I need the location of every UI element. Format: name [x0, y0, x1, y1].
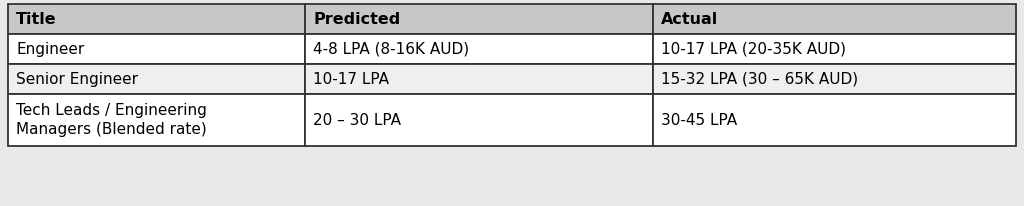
Bar	[305, 94, 653, 146]
Text: Engineer: Engineer	[16, 41, 84, 56]
Bar	[8, 4, 305, 34]
Bar	[653, 64, 1016, 94]
Bar	[8, 94, 305, 146]
Text: 15-32 LPA (30 – 65K AUD): 15-32 LPA (30 – 65K AUD)	[662, 71, 858, 87]
Text: 10-17 LPA: 10-17 LPA	[313, 71, 389, 87]
Text: Title: Title	[16, 12, 56, 27]
Text: 30-45 LPA: 30-45 LPA	[662, 112, 737, 128]
Bar	[8, 34, 305, 64]
Bar	[8, 64, 305, 94]
Text: Actual: Actual	[662, 12, 719, 27]
Bar	[305, 4, 653, 34]
Bar	[653, 4, 1016, 34]
Bar	[305, 34, 653, 64]
Bar	[305, 64, 653, 94]
Text: 20 – 30 LPA: 20 – 30 LPA	[313, 112, 401, 128]
Text: Senior Engineer: Senior Engineer	[16, 71, 138, 87]
Text: Predicted: Predicted	[313, 12, 400, 27]
Text: Tech Leads / Engineering
Managers (Blended rate): Tech Leads / Engineering Managers (Blend…	[16, 103, 207, 137]
Bar	[653, 94, 1016, 146]
Text: 4-8 LPA (8-16K AUD): 4-8 LPA (8-16K AUD)	[313, 41, 469, 56]
Bar	[653, 34, 1016, 64]
Text: 10-17 LPA (20-35K AUD): 10-17 LPA (20-35K AUD)	[662, 41, 846, 56]
